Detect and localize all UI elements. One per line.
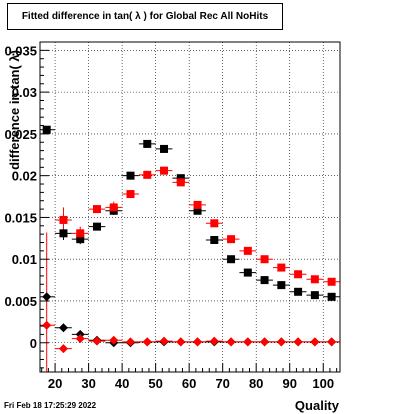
x-tick-label: 70 bbox=[215, 376, 229, 391]
square-marker bbox=[294, 287, 303, 296]
square-marker bbox=[227, 255, 236, 264]
square-marker bbox=[227, 235, 236, 244]
chart-title: Fitted difference in tan( λ ) for Global… bbox=[7, 3, 283, 30]
x-tick-label: 60 bbox=[182, 376, 196, 391]
diamond-marker bbox=[126, 337, 136, 347]
grid-lines bbox=[40, 42, 340, 372]
square-marker bbox=[243, 246, 252, 255]
x-tick-label: 30 bbox=[81, 376, 95, 391]
square-marker bbox=[59, 229, 68, 238]
diamond-marker bbox=[159, 336, 169, 346]
diamond-marker bbox=[92, 336, 102, 346]
square-marker bbox=[210, 219, 219, 228]
square-marker bbox=[277, 263, 286, 272]
y-tick-label: 0 bbox=[30, 336, 37, 351]
y-tick-label: 0.035 bbox=[4, 43, 37, 58]
diamond-marker bbox=[260, 337, 270, 347]
square-marker bbox=[260, 276, 269, 285]
diamond-marker bbox=[58, 323, 68, 333]
square-marker bbox=[327, 292, 336, 301]
diamond-marker bbox=[142, 337, 152, 347]
footer-timestamp: Fri Feb 18 17:25:29 2022 bbox=[4, 401, 97, 410]
square-marker bbox=[126, 171, 135, 180]
square-marker bbox=[277, 281, 286, 290]
x-tick-label: 90 bbox=[282, 376, 296, 391]
x-tick-label: 80 bbox=[249, 376, 263, 391]
diamond-marker bbox=[293, 337, 303, 347]
square-marker bbox=[243, 268, 252, 277]
diamond-marker bbox=[176, 337, 186, 347]
plot-frame bbox=[39, 41, 341, 373]
square-marker bbox=[42, 125, 51, 134]
square-marker bbox=[310, 291, 319, 300]
x-axis-label: Quality bbox=[295, 398, 340, 413]
square-marker bbox=[193, 206, 202, 215]
x-tick-label: 50 bbox=[148, 376, 162, 391]
square-marker bbox=[210, 236, 219, 244]
diamond-marker bbox=[58, 344, 68, 354]
x-tick-label: 40 bbox=[115, 376, 129, 391]
square-marker bbox=[109, 203, 118, 212]
y-tick-label: 0.005 bbox=[4, 294, 37, 309]
square-marker bbox=[260, 255, 269, 264]
square-marker bbox=[310, 275, 319, 284]
square-marker bbox=[92, 222, 101, 231]
square-marker bbox=[176, 174, 185, 183]
square-marker bbox=[92, 205, 101, 214]
y-tick-label: 0.02 bbox=[12, 169, 37, 184]
diamond-marker bbox=[310, 337, 320, 347]
square-marker bbox=[76, 235, 85, 244]
data-markers bbox=[42, 125, 337, 354]
diamond-marker bbox=[42, 292, 52, 302]
diamond-marker bbox=[243, 337, 253, 347]
x-tick-label: 20 bbox=[48, 376, 62, 391]
y-tick-label: 0.015 bbox=[4, 210, 37, 225]
x-tick-label: 100 bbox=[312, 376, 334, 391]
square-marker bbox=[193, 200, 202, 209]
square-marker bbox=[126, 190, 135, 199]
y-tick-label: 0.03 bbox=[12, 85, 37, 100]
diamond-marker bbox=[209, 336, 219, 346]
square-marker bbox=[176, 178, 185, 187]
square-marker bbox=[294, 270, 303, 279]
y-tick-label: 0.025 bbox=[4, 127, 37, 142]
diamond-marker bbox=[75, 334, 85, 344]
diamond-marker bbox=[193, 337, 203, 347]
square-marker bbox=[59, 215, 68, 224]
square-marker bbox=[143, 170, 152, 179]
y-tick-label: 0.01 bbox=[12, 252, 37, 267]
diamond-marker bbox=[276, 337, 286, 347]
square-marker bbox=[160, 144, 169, 153]
square-marker bbox=[327, 277, 336, 286]
error-bars bbox=[40, 129, 340, 372]
square-marker bbox=[143, 139, 152, 148]
square-marker bbox=[76, 229, 85, 238]
axis-ticks bbox=[40, 49, 338, 372]
diamond-marker bbox=[327, 337, 337, 347]
y-axis-label: difference in tan( λ) bbox=[7, 50, 22, 170]
diamond-marker bbox=[226, 337, 236, 347]
diamond-marker bbox=[109, 335, 119, 345]
square-marker bbox=[160, 166, 169, 175]
axis-tick-labels: 20 30 40 50 60 70 80 90 100 0 0.005 0.01 0.015 0.02 0.… bbox=[4, 43, 334, 391]
diamond-marker bbox=[42, 320, 52, 330]
